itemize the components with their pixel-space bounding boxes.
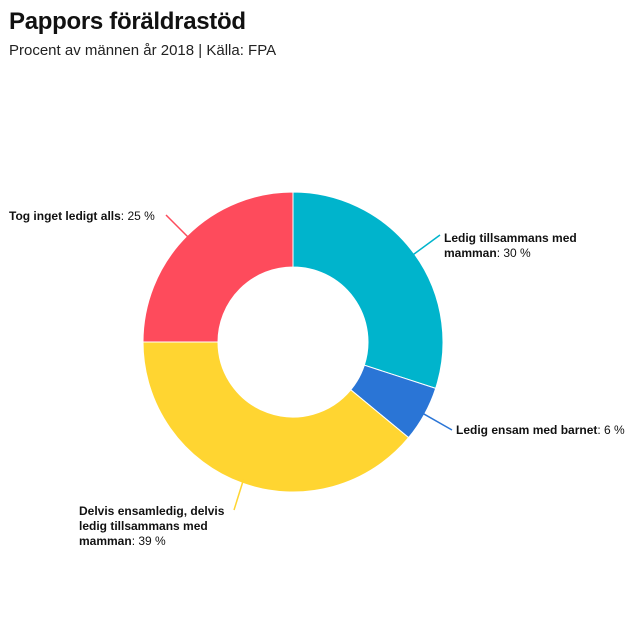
leader-line-3 (165, 214, 191, 240)
slice-label-value: 39 % (138, 534, 166, 548)
slice-label-value: 25 % (127, 209, 155, 223)
slice-label-value: 30 % (503, 246, 531, 260)
slice-label-1: Ledig ensam med barnet: 6 % (456, 423, 625, 437)
leader-line-2 (233, 479, 245, 511)
slice-label-name: Ledig ensam med barnet (456, 423, 598, 437)
donut-slice-3 (142, 191, 294, 343)
slice-label-value: 6 % (604, 423, 625, 437)
chart-title: Pappors föräldrastöd (9, 8, 246, 35)
slice-label-0: Ledig tillsammans med mamman: 30 % (444, 231, 577, 260)
slice-label-name: Ledig tillsammans med mamman (444, 231, 577, 260)
donut-slice-0 (292, 191, 444, 389)
leader-line-1 (420, 411, 453, 431)
slice-label-name: Tog inget ledigt alls (9, 209, 121, 223)
slice-label-2: Delvis ensamledig, delvis ledig tillsamm… (79, 504, 225, 548)
slice-label-name: Delvis ensamledig, delvis ledig tillsamm… (79, 504, 225, 548)
leader-line-0 (410, 234, 441, 257)
donut-slice-2 (142, 341, 410, 493)
slice-label-3: Tog inget ledigt alls: 25 % (9, 209, 155, 223)
chart-subtitle: Procent av männen år 2018 | Källa: FPA (9, 42, 277, 59)
